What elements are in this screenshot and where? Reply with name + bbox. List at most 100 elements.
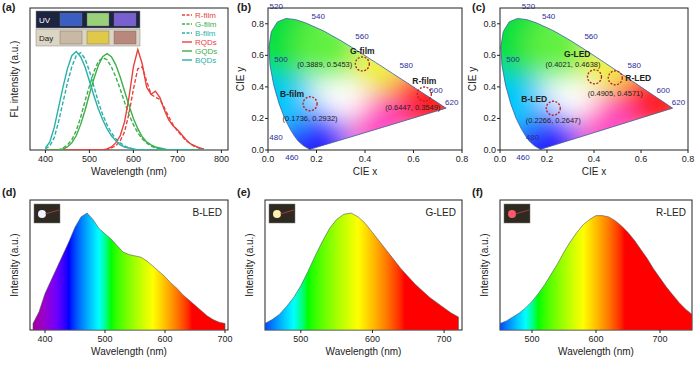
x-tick (45, 330, 46, 333)
locus-label: 520 (522, 2, 536, 11)
plot-frame (265, 200, 462, 330)
x-tick (316, 150, 317, 153)
x-tick-label: 500 (524, 334, 539, 344)
x-axis-label: Wavelength (nm) (91, 346, 167, 357)
series-line (45, 54, 203, 150)
x-tick-label: 600 (126, 154, 141, 164)
x-tick-label: 500 (97, 334, 112, 344)
inset-row (36, 11, 140, 28)
x-tick-label: 500 (82, 154, 97, 164)
led-photo (34, 204, 60, 223)
led-photo (269, 204, 295, 223)
marks (45, 50, 203, 150)
y-tick-label: 0.8 (251, 19, 264, 29)
point-coords: (0.2266, 0.2647) (526, 116, 582, 125)
point-coords: (0.6447, 0.3549) (385, 103, 441, 112)
legend-swatch (182, 59, 192, 60)
x-tick-label: 700 (652, 334, 667, 344)
x-tick-label: 600 (588, 334, 603, 344)
x-tick (594, 150, 595, 153)
y-axis-label: FL intensity (a.u.) (9, 41, 20, 118)
x-tick-label: 0.8 (682, 154, 695, 164)
point (608, 71, 622, 85)
locus-label: 480 (526, 133, 540, 142)
plot-frame (500, 8, 688, 150)
point-name: B-film (280, 89, 305, 99)
panel: 400500600700800Wavelength (nm)FL intensi… (2, 1, 229, 177)
locus-label: 600 (657, 86, 671, 95)
point-name: R-film (412, 76, 437, 86)
legend-label: B-film (195, 29, 216, 38)
inset-sample (114, 31, 136, 44)
inset-sample (60, 31, 82, 44)
x-tick-label: 0.8 (456, 154, 469, 164)
x-tick-label: 700 (437, 334, 452, 344)
x-tick (641, 150, 642, 153)
panel-label: (a) (2, 1, 16, 13)
x-axis-label: Wavelength (nm) (558, 346, 634, 357)
point (587, 70, 601, 84)
led-glow (38, 210, 46, 218)
x-tick (444, 330, 445, 333)
x-axis-label: CIE x (582, 166, 606, 177)
locus-label: 460 (285, 153, 299, 162)
series-line (45, 52, 203, 150)
marks (265, 213, 458, 330)
legend-swatch (182, 41, 192, 42)
y-tick (497, 23, 500, 24)
plot-frame (30, 8, 228, 150)
y-tick-label: 0.4 (251, 82, 264, 92)
legend-swatch (182, 50, 192, 51)
panel-label: (d) (2, 186, 16, 198)
series-line (45, 67, 203, 150)
y-tick-label: 0.2 (251, 113, 264, 123)
x-tick (365, 150, 366, 153)
locus-label: 520 (269, 2, 283, 11)
x-tick (133, 150, 134, 153)
legend-label: GQDs (195, 47, 217, 56)
spectrum-area (265, 213, 458, 330)
x-tick-label: 0.0 (494, 154, 507, 164)
marks (500, 216, 692, 330)
panel-label: (b) (237, 1, 251, 13)
legend-label: G-LED (425, 207, 456, 218)
y-tick-label: 0.4 (483, 82, 496, 92)
led-wire (280, 210, 294, 214)
marks (33, 213, 225, 330)
spectrum-area (33, 213, 225, 330)
y-tick (265, 23, 268, 24)
led-photo (504, 204, 530, 223)
locus-label: 560 (584, 32, 598, 41)
fill-blob (617, 65, 693, 141)
y-tick (497, 150, 500, 151)
chromaticity-blend (470, 0, 693, 192)
panel: 4604805005205405605806006200.00.20.40.60… (235, 0, 468, 192)
plot-frame (268, 8, 462, 150)
x-tick (105, 330, 106, 333)
x-tick-label: 600 (365, 334, 380, 344)
legend-swatch (182, 14, 192, 15)
x-tick (532, 330, 533, 333)
panel-label: (c) (472, 1, 486, 13)
legend-label: R-film (195, 11, 216, 20)
panel: 500600700Wavelength (nm)Intensity (a.u.)… (237, 186, 462, 357)
x-tick-label: 400 (38, 154, 53, 164)
panel-label: (e) (237, 186, 251, 198)
y-tick-label: 0.6 (251, 50, 264, 60)
legend-label: BQDs (195, 56, 216, 65)
x-tick-label: 600 (157, 334, 172, 344)
inset-sample (60, 13, 82, 26)
y-tick (265, 55, 268, 56)
locus-label: 500 (274, 55, 288, 64)
point (355, 57, 369, 71)
spectral-locus (269, 18, 446, 149)
locus-label: 620 (672, 98, 686, 107)
x-tick (413, 150, 414, 153)
inset-sample (87, 31, 109, 44)
point-coords: (0.4021, 0.4638) (545, 60, 601, 69)
inset-row (36, 29, 140, 46)
y-axis-label: Intensity (a.u.) (9, 233, 20, 296)
x-tick (660, 330, 661, 333)
locus-label: 540 (542, 12, 556, 21)
inset-sample (87, 13, 109, 26)
